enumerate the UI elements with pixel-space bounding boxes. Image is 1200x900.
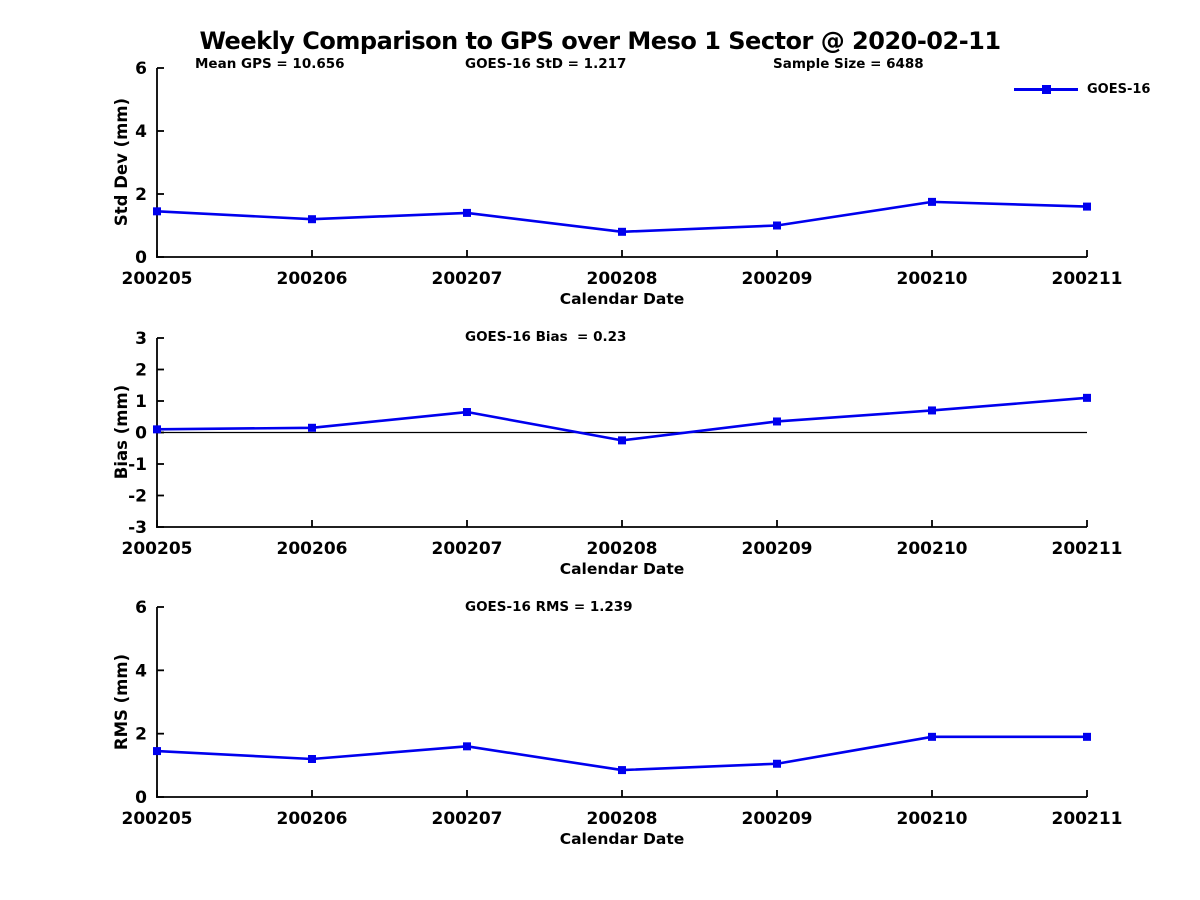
data-point-marker xyxy=(773,417,781,426)
data-point-marker xyxy=(308,215,316,224)
data-point-marker xyxy=(463,208,471,217)
data-point-marker xyxy=(463,408,471,417)
y-tick-label: 1 xyxy=(135,392,147,412)
data-point-marker xyxy=(618,436,626,445)
y-tick-label: -1 xyxy=(128,455,147,475)
x-tick-label: 200207 xyxy=(432,539,503,559)
data-point-marker xyxy=(618,766,626,775)
figure-title: Weekly Comparison to GPS over Meso 1 Sec… xyxy=(199,27,1001,55)
series-line xyxy=(156,396,1088,442)
y-tick-label: -2 xyxy=(128,487,147,507)
y-tick-label: 0 xyxy=(135,424,147,444)
subplot-rms-title: GOES-16 RMS = 1.239 xyxy=(465,599,633,615)
series-line xyxy=(156,735,1087,772)
legend-label: GOES-16 xyxy=(1087,82,1151,97)
data-point-marker xyxy=(153,425,161,434)
x-tick-label: 200207 xyxy=(432,269,503,289)
annotation-goes16-std: GOES-16 StD = 1.217 xyxy=(465,56,627,72)
x-tick-label: 200205 xyxy=(122,269,193,289)
data-point-marker xyxy=(1083,393,1091,402)
y-tick-label: 2 xyxy=(135,725,147,745)
y-tick-label: 4 xyxy=(135,661,147,681)
x-tick-label: 200210 xyxy=(897,269,968,289)
annotation-sample-size: Sample Size = 6488 xyxy=(773,56,924,72)
x-tick-label: 200210 xyxy=(897,539,968,559)
series-line xyxy=(156,200,1088,234)
x-axis-title: Calendar Date xyxy=(560,830,685,848)
data-point-marker xyxy=(773,759,781,768)
legend-line-sample xyxy=(1014,85,1078,94)
x-tick-label: 200208 xyxy=(587,539,658,559)
x-axis-title: Calendar Date xyxy=(560,290,685,308)
annotation-mean-gps: Mean GPS = 10.656 xyxy=(195,56,345,72)
x-tick-label: 200210 xyxy=(897,809,968,829)
data-point-marker xyxy=(153,207,161,216)
x-tick-label: 200209 xyxy=(742,809,813,829)
y-tick-label: 2 xyxy=(135,185,147,205)
x-tick-label: 200205 xyxy=(122,539,193,559)
y-tick-label: 6 xyxy=(135,598,147,618)
legend: GOES-16 xyxy=(1014,82,1150,97)
data-point-marker xyxy=(1083,732,1091,741)
x-axis-title: Calendar Date xyxy=(560,560,685,578)
y-tick-label: 0 xyxy=(135,788,147,808)
x-tick-label: 200211 xyxy=(1052,809,1123,829)
data-point-marker xyxy=(308,423,316,432)
legend-square-marker xyxy=(1042,85,1051,94)
x-tick-label: 200211 xyxy=(1052,539,1123,559)
x-tick-label: 200211 xyxy=(1052,269,1123,289)
data-point-marker xyxy=(928,197,936,206)
data-point-marker xyxy=(773,221,781,230)
y-tick-label: 3 xyxy=(135,329,147,349)
y-tick-label: 4 xyxy=(135,122,147,142)
x-tick-label: 200208 xyxy=(587,809,658,829)
x-tick-label: 200205 xyxy=(122,809,193,829)
y-tick-label: 6 xyxy=(135,59,147,79)
x-tick-label: 200208 xyxy=(587,269,658,289)
x-tick-label: 200209 xyxy=(742,269,813,289)
subplot-bias-title: GOES-16 Bias = 0.23 xyxy=(465,329,627,345)
data-point-marker xyxy=(618,227,626,236)
data-point-marker xyxy=(928,732,936,741)
y-tick-label: -3 xyxy=(128,518,147,538)
y-tick-label: 0 xyxy=(135,248,147,268)
x-tick-label: 200207 xyxy=(432,809,503,829)
y-tick-label: 2 xyxy=(135,361,147,381)
x-tick-label: 200209 xyxy=(742,539,813,559)
data-point-marker xyxy=(153,747,161,756)
x-tick-label: 200206 xyxy=(277,809,348,829)
data-point-marker xyxy=(463,742,471,751)
data-point-marker xyxy=(928,406,936,415)
data-point-marker xyxy=(1083,202,1091,211)
data-point-marker xyxy=(308,755,316,763)
x-tick-label: 200206 xyxy=(277,539,348,559)
x-tick-label: 200206 xyxy=(277,269,348,289)
